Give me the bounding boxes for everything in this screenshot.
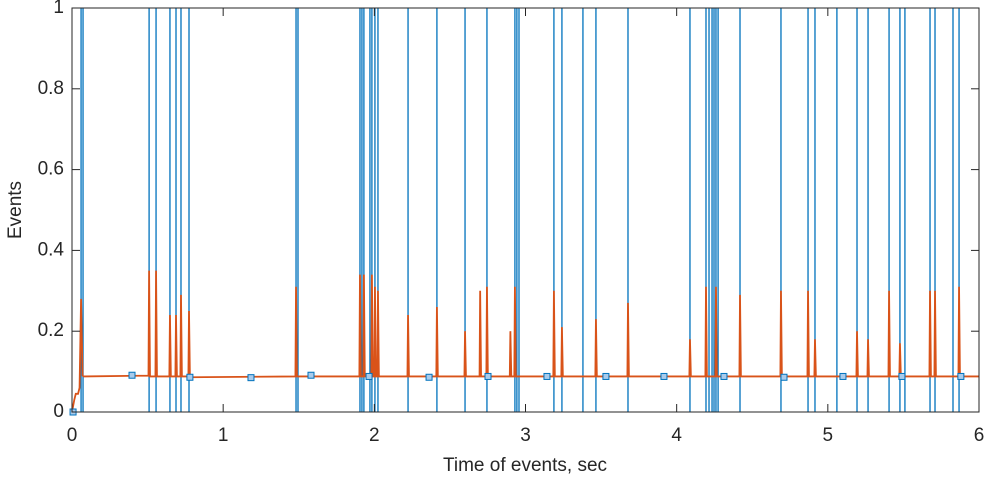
marker (307, 371, 315, 379)
marker (957, 372, 965, 380)
marker (898, 372, 906, 380)
x-axis-label: Time of events, sec (443, 455, 607, 476)
marker (186, 373, 194, 381)
marker (543, 372, 551, 380)
x-tick-label: 2 (369, 425, 380, 446)
x-tick-label: 0 (67, 425, 78, 446)
x-tick-label: 1 (218, 425, 229, 446)
x-tick-label: 4 (671, 425, 682, 446)
marker (128, 371, 136, 379)
y-tick-label: 0.2 (38, 320, 64, 341)
marker (720, 372, 728, 380)
axes-box (71, 7, 980, 413)
marker (365, 372, 373, 380)
marker (602, 372, 610, 380)
y-tick-label: 0.4 (38, 239, 65, 260)
signal-line (72, 270, 979, 412)
x-tick-label: 5 (823, 425, 834, 446)
marker (247, 374, 255, 382)
y-axis-label: Events (5, 181, 26, 239)
marker (660, 372, 668, 380)
x-tick-label: 3 (520, 425, 531, 446)
marker (780, 373, 788, 381)
y-tick-label: 0.8 (38, 78, 64, 99)
y-tick-label: 1 (53, 0, 64, 18)
marker (425, 373, 433, 381)
marker (484, 372, 492, 380)
plot-area (72, 8, 979, 412)
y-tick-label: 0 (53, 401, 64, 422)
y-tick-label: 0.6 (38, 159, 64, 180)
marker (839, 372, 847, 380)
x-tick-label: 6 (974, 425, 985, 446)
